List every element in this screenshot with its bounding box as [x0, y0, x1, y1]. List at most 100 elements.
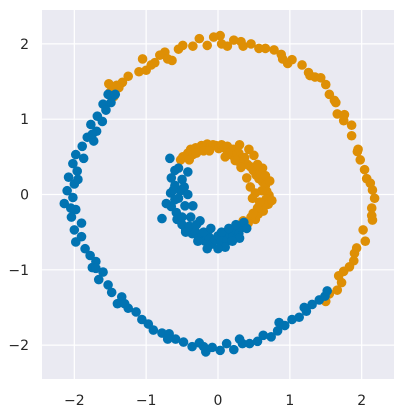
scatter-point [86, 119, 96, 130]
scatter-point [297, 60, 307, 70]
scatter-point [183, 189, 193, 200]
x-tick-label: 2 [357, 393, 366, 409]
scatter-point [134, 66, 144, 77]
scatter-point [63, 172, 74, 182]
scatter-point [332, 285, 343, 295]
scatter-point [166, 173, 177, 183]
scatter-point [230, 155, 241, 166]
scatter-point [66, 212, 77, 222]
scatter-point [360, 236, 371, 246]
scatter-point [177, 212, 187, 222]
scatter-point [187, 341, 197, 352]
y-tick-label: 2 [20, 37, 29, 53]
scatter-point [267, 195, 277, 206]
scatter-point [272, 326, 283, 336]
scatter-point [246, 39, 256, 49]
series-1 [59, 89, 332, 357]
scatter-point [193, 236, 203, 246]
scatter-point [269, 45, 279, 55]
scatter-point [234, 233, 245, 243]
scatter-point [198, 227, 209, 237]
scatter-point [188, 41, 198, 51]
scatter-point [162, 334, 173, 344]
scatter-point [241, 173, 252, 183]
scatter-point [69, 225, 80, 235]
scatter-point [216, 39, 227, 49]
scatter-point [260, 43, 271, 54]
data-points [59, 30, 380, 357]
scatter-point [65, 203, 76, 213]
scatter-point [80, 243, 90, 254]
scatter-point [332, 109, 343, 119]
scatter-point [213, 243, 223, 254]
scatter-point [188, 200, 198, 211]
scatter-point [234, 334, 245, 344]
x-tick-label: −2 [64, 393, 85, 409]
scatter-point [87, 129, 98, 140]
y-tick-label: −1 [8, 263, 29, 279]
scatter-point [329, 95, 340, 106]
scatter-point [185, 212, 196, 222]
x-tick-label: −1 [136, 393, 157, 409]
scatter-point [287, 54, 297, 65]
scatter-point [231, 219, 241, 230]
series-0 [104, 30, 380, 307]
scatter-point [177, 174, 187, 185]
scatter-point [202, 40, 213, 51]
x-tick-label: 1 [285, 393, 294, 409]
scatter-point [72, 166, 82, 176]
scatter-point [184, 155, 195, 165]
scatter-point [338, 115, 349, 126]
scatter-point [77, 141, 88, 152]
scatter-point [215, 345, 225, 356]
scatter-point [252, 336, 263, 347]
scatter-point [198, 341, 209, 352]
scatter-point [248, 208, 258, 219]
scatter-point [221, 338, 232, 349]
scatter-point [366, 203, 377, 213]
scatter-point [194, 33, 205, 44]
x-axis-ticks: −2 −1 0 1 2 [64, 393, 366, 409]
scatter-point [149, 57, 160, 68]
scatter-point [294, 312, 304, 323]
scatter-point [244, 338, 255, 349]
scatter-point [216, 227, 227, 237]
scatter-point [78, 153, 89, 164]
scatter-point [241, 223, 252, 234]
scatter-point [73, 174, 83, 185]
scatter-point [223, 148, 233, 158]
scatter-point [195, 216, 205, 226]
scatter-point [277, 54, 288, 64]
scatter-point [358, 225, 368, 235]
scatter-point [365, 178, 376, 189]
scatter-point [85, 250, 95, 261]
scatter-point [97, 116, 108, 127]
scatter-point [123, 71, 134, 82]
scatter-point [305, 70, 315, 81]
scatter-point [103, 280, 113, 290]
y-tick-label: 1 [20, 112, 29, 128]
scatter-point [320, 79, 331, 90]
scatter-point [234, 139, 245, 150]
scatter-point [68, 158, 78, 169]
y-axis-ticks: −2 −1 0 1 2 [8, 37, 29, 354]
scatter-point [204, 146, 215, 156]
scatter-point [180, 200, 190, 211]
scatter-point [202, 243, 213, 254]
scatter-point [336, 277, 347, 288]
x-tick-label: 0 [214, 393, 223, 409]
scatter-point [106, 97, 116, 108]
scatter-point [157, 328, 167, 338]
scatter-point [264, 176, 275, 186]
scatter-point [307, 299, 317, 310]
scatter-point [223, 223, 234, 234]
scatter-point [220, 242, 230, 253]
scatter-point [170, 334, 181, 344]
scatter-point [274, 317, 284, 328]
scatter-point [112, 298, 123, 309]
scatter-point [103, 89, 113, 100]
scatter-point [131, 307, 141, 317]
scatter-point [346, 130, 357, 141]
scatter-point [236, 162, 246, 173]
